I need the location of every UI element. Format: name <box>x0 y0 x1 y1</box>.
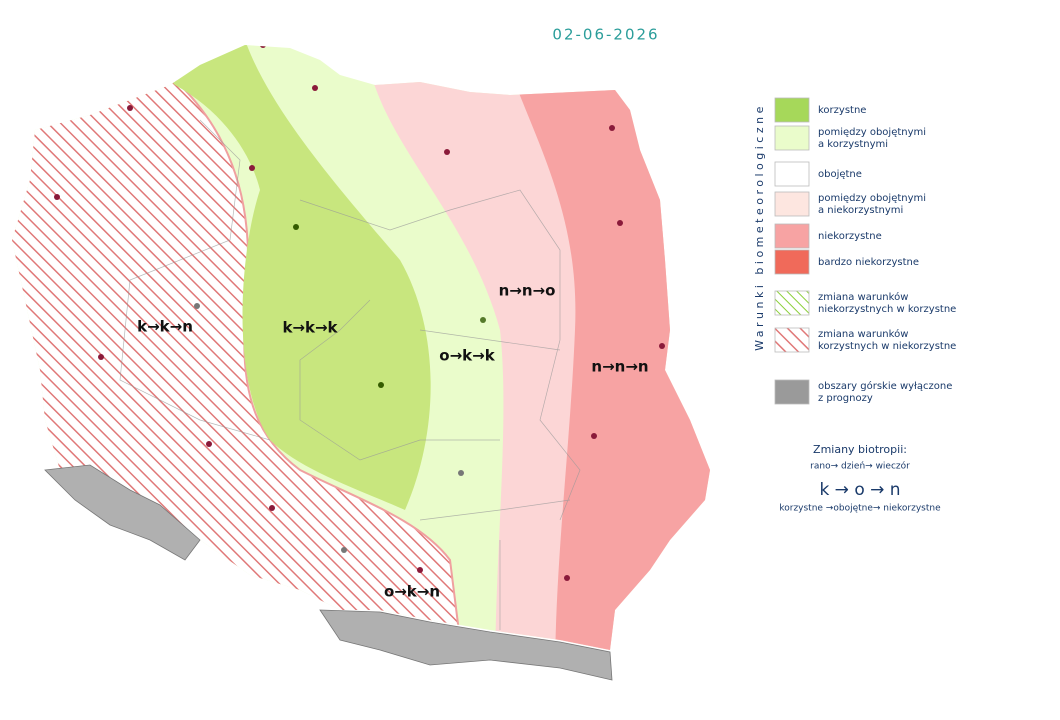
legend-swatch <box>774 223 810 249</box>
legend-swatch <box>774 290 810 316</box>
legend-swatch <box>774 161 810 187</box>
legend-label: pomiędzy obojętnymi <box>818 127 926 138</box>
cities <box>54 45 665 581</box>
note-sequence: rano→ dzień→ wieczór <box>810 461 910 472</box>
legend-label: pomiędzy obojętnymi <box>818 193 926 204</box>
note-title: Zmiany biotropii: <box>813 443 907 456</box>
legend-title: Warunki biometeorologiczne <box>753 103 766 351</box>
legend-label: a korzystnymi <box>818 139 888 150</box>
borders <box>119 119 581 630</box>
zone-label: o→k→n <box>384 583 440 601</box>
zone-labels: k→k→n k→k→k o→k→k n→n→o n→n→n o→k→n <box>137 282 648 601</box>
legend-label: korzystnych w niekorzystne <box>818 341 956 352</box>
zone-label: n→n→n <box>591 358 648 376</box>
legend-swatch <box>774 191 810 217</box>
legend-label: niekorzystnych w korzystne <box>818 304 956 315</box>
legend-label: obojętne <box>818 169 862 180</box>
legend-swatch <box>774 97 810 123</box>
legend-swatch <box>774 327 810 353</box>
map <box>12 45 710 650</box>
note-codes: k → o → n <box>819 480 900 500</box>
zone-label: n→n→o <box>499 282 556 300</box>
legend-swatch <box>774 249 810 275</box>
legend-label: z prognozy <box>818 393 873 404</box>
legend-label: bardzo niekorzystne <box>818 257 919 268</box>
zone-label: k→k→n <box>137 318 193 336</box>
note-meaning: korzystne →obojętne→ niekorzystne <box>779 504 941 514</box>
zone-fill <box>160 45 431 510</box>
mountains <box>44 464 613 681</box>
legend-swatch <box>774 125 810 151</box>
legend-label: korzystne <box>818 105 866 116</box>
legend-swatch <box>774 379 810 405</box>
legend-label: a niekorzystnymi <box>818 205 903 216</box>
legend-label: obszary górskie wyłączone <box>818 380 952 392</box>
zone-label: o→k→k <box>439 347 495 365</box>
map-date: 02-06-2026 <box>552 26 659 44</box>
legend-label: niekorzystne <box>818 231 882 242</box>
zone-label: k→k→k <box>282 319 338 337</box>
legend-label: zmiana warunków <box>818 328 908 340</box>
legend-label: zmiana warunków <box>818 291 908 303</box>
